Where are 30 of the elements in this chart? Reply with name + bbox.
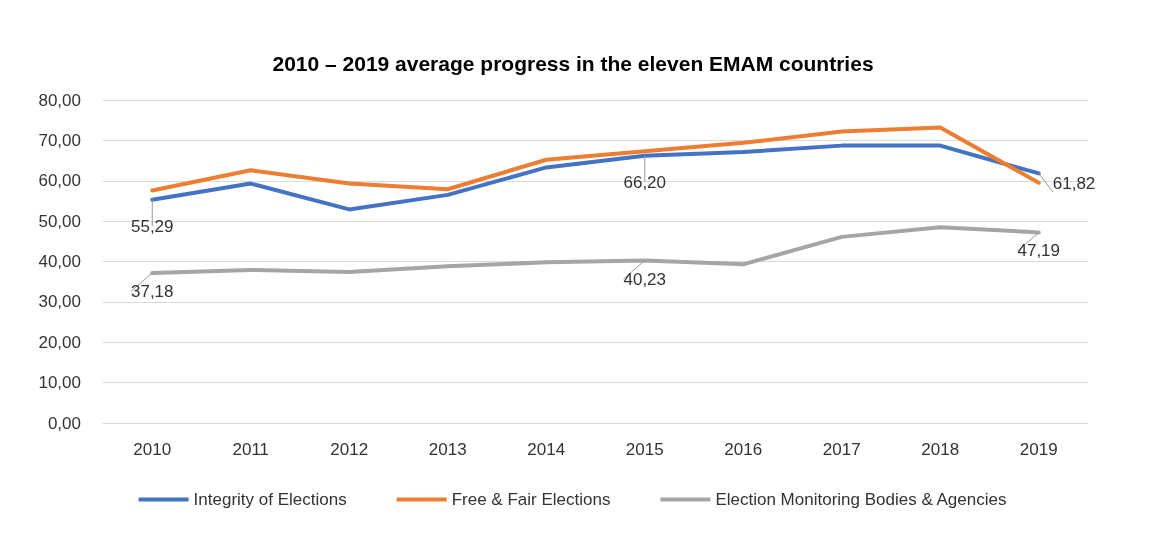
x-tick-label: 2018 <box>921 440 960 459</box>
data-label: 40,23 <box>623 269 667 289</box>
chart-title: 2010 – 2019 average progress in the eleven EMAM countries <box>272 52 874 75</box>
y-tick-label: 30,00 <box>38 292 81 312</box>
x-tick-label: 2015 <box>625 440 664 459</box>
x-tick-label: 2019 <box>1019 440 1058 459</box>
legend-label: Integrity of Elections <box>193 490 347 509</box>
x-tick-label: 2014 <box>527 440 566 459</box>
x-tick-label: 2016 <box>724 440 763 459</box>
y-tick-label: 0,00 <box>47 413 81 433</box>
legend-label: Election Monitoring Bodies & Agencies <box>715 490 1007 509</box>
x-tick-label: 2017 <box>822 440 861 459</box>
y-tick-label: 70,00 <box>38 130 81 150</box>
data-label: 61,82 <box>1052 173 1096 193</box>
y-tick-label: 60,00 <box>38 171 81 191</box>
legend-label: Free & Fair Elections <box>451 490 611 509</box>
x-tick-label: 2010 <box>133 440 172 459</box>
y-tick-label: 50,00 <box>38 211 81 231</box>
y-tick-label: 20,00 <box>38 332 81 352</box>
x-tick-label: 2013 <box>428 440 467 459</box>
y-tick-label: 80,00 <box>38 90 81 110</box>
x-tick-label: 2011 <box>232 440 270 459</box>
x-tick-label: 2012 <box>330 440 369 459</box>
data-label: 47,19 <box>1017 241 1061 261</box>
y-tick-label: 40,00 <box>38 252 81 271</box>
y-tick-label: 10,00 <box>38 373 81 393</box>
line-series <box>150 143 1041 212</box>
data-label: 37,18 <box>130 281 174 301</box>
data-label: 55,29 <box>130 216 174 236</box>
data-label: 66,20 <box>623 172 667 192</box>
